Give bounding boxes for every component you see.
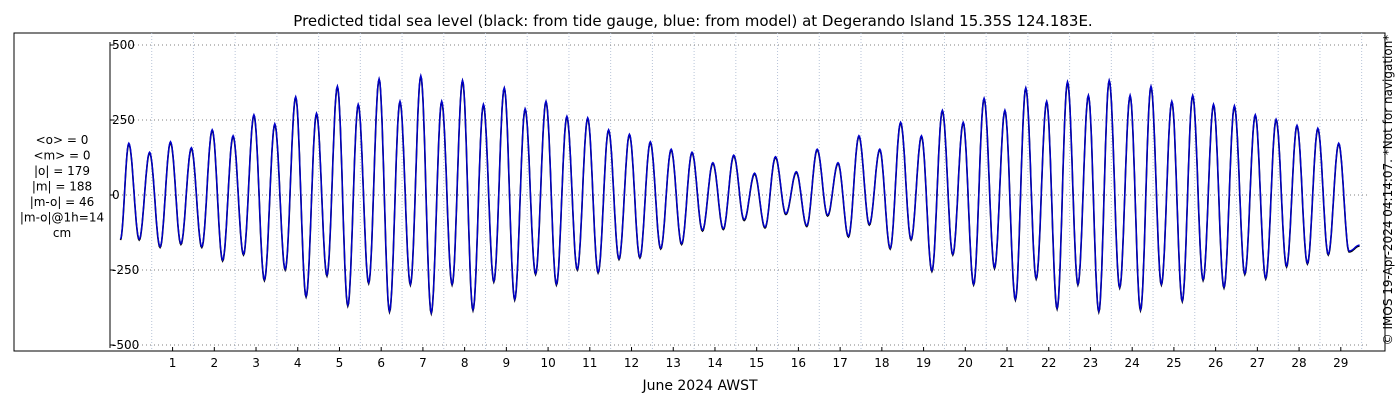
x-axis-label: June 2024 AWST [641, 378, 758, 394]
stats-line: <m> = 0 [33, 149, 90, 163]
y-tick-label: -500 [112, 338, 139, 352]
stats-line: cm [53, 226, 71, 240]
x-tick-label: 1 [169, 356, 177, 370]
x-tick-label: 6 [377, 356, 385, 370]
y-tick-label: 250 [112, 113, 135, 127]
axes [109, 42, 1342, 351]
x-tick-label: 22 [1041, 356, 1056, 370]
stats-line: |m-o| = 46 [30, 195, 95, 209]
x-tick-label: 27 [1250, 356, 1265, 370]
x-tick-label: 18 [874, 356, 889, 370]
plot-frame [13, 32, 1386, 352]
x-tick-label: 28 [1291, 356, 1306, 370]
x-tick-label: 21 [999, 356, 1014, 370]
x-tick-label: 10 [540, 356, 555, 370]
x-tick-label: 23 [1083, 356, 1098, 370]
x-tick-label: 11 [582, 356, 597, 370]
x-tick-label: 5 [336, 356, 344, 370]
stats-line: <o> = 0 [36, 133, 89, 147]
x-tick-label: 16 [791, 356, 806, 370]
x-tick-label: 8 [461, 356, 469, 370]
x-tick-label: 15 [749, 356, 764, 370]
stats-panel: <o> = 0 <m> = 0|o| = 179 |m| = 188|m-o| = … [20, 133, 104, 240]
chart-title: Predicted tidal sea level (black: from t… [293, 12, 1092, 30]
series-layer [119, 72, 1360, 317]
stats-line: |m-o|@1h=14 [20, 211, 104, 225]
copyright-note: © IMOS 19-Apr-2024 04:14:07. *Not for na… [1381, 35, 1395, 346]
y-tick-label: 500 [112, 38, 135, 52]
x-tick-label: 29 [1333, 356, 1348, 370]
stats-line: |o| = 179 [34, 164, 90, 178]
x-tick-label: 17 [832, 356, 847, 370]
x-tick-label: 2 [210, 356, 218, 370]
x-tick-labels: 1 2 3 4 5 6 7 8 9 10 11 12 13 14 15 16 17 18 19 20 21 22 23 24 2… [169, 356, 1349, 370]
y-tick-label: -250 [112, 263, 139, 277]
x-tick-label: 3 [252, 356, 260, 370]
stats-line: |m| = 188 [32, 180, 92, 194]
x-tick-label: 4 [294, 356, 302, 370]
x-tick-label: 14 [707, 356, 722, 370]
x-tick-label: 24 [1125, 356, 1140, 370]
x-tick-label: 12 [624, 356, 639, 370]
model-line [119, 72, 1360, 316]
grid [110, 33, 1370, 351]
x-tick-label: 19 [916, 356, 931, 370]
x-tick-label: 26 [1208, 356, 1223, 370]
y-tick-labels: 500 250 0 -250 -500 [112, 38, 139, 352]
y-tick-label: 0 [112, 188, 120, 202]
x-tick-label: 13 [666, 356, 681, 370]
x-tick-label: 9 [503, 356, 511, 370]
x-tick-label: 25 [1166, 356, 1181, 370]
x-tick-label: 7 [419, 356, 427, 370]
x-tick-label: 20 [958, 356, 973, 370]
